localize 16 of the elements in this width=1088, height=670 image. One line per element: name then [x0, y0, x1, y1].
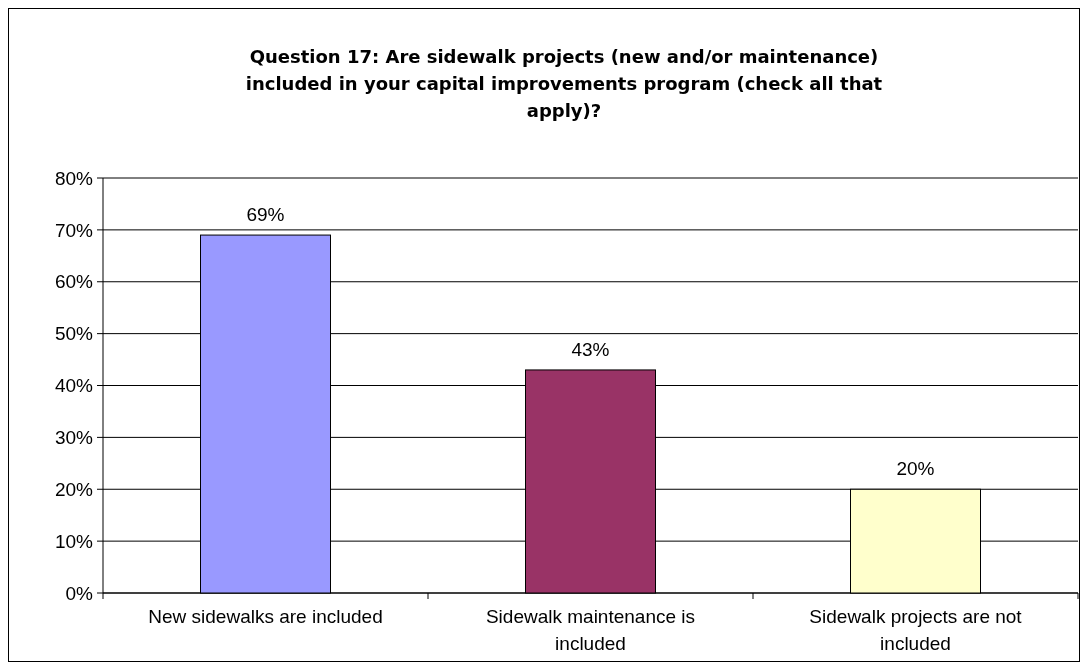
- y-tick-label: 80%: [54, 167, 94, 189]
- y-tick-label: 20%: [54, 478, 94, 500]
- chart-title: Question 17: Are sidewalk projects (new and/or maintenance) included in your capital improvements program (check all that apply)?: [245, 46, 883, 121]
- data-label: 43%: [571, 338, 610, 360]
- y-tick-label: 60%: [54, 271, 94, 293]
- y-tick-label: 70%: [54, 219, 94, 241]
- x-tick-label: New sidewalks are included: [148, 606, 383, 627]
- data-label: 69%: [246, 204, 285, 226]
- y-tick-label: 0%: [65, 582, 94, 604]
- y-tick-label: 50%: [54, 323, 94, 345]
- data-label: 20%: [896, 458, 935, 480]
- x-tick-label: Sidewalk maintenance is included: [485, 606, 696, 654]
- x-tick-label: Sidewalk projects are not included: [809, 606, 1023, 654]
- y-tick-label: 30%: [54, 427, 94, 449]
- y-tick-label: 10%: [54, 530, 94, 552]
- y-tick-label: 40%: [54, 375, 94, 397]
